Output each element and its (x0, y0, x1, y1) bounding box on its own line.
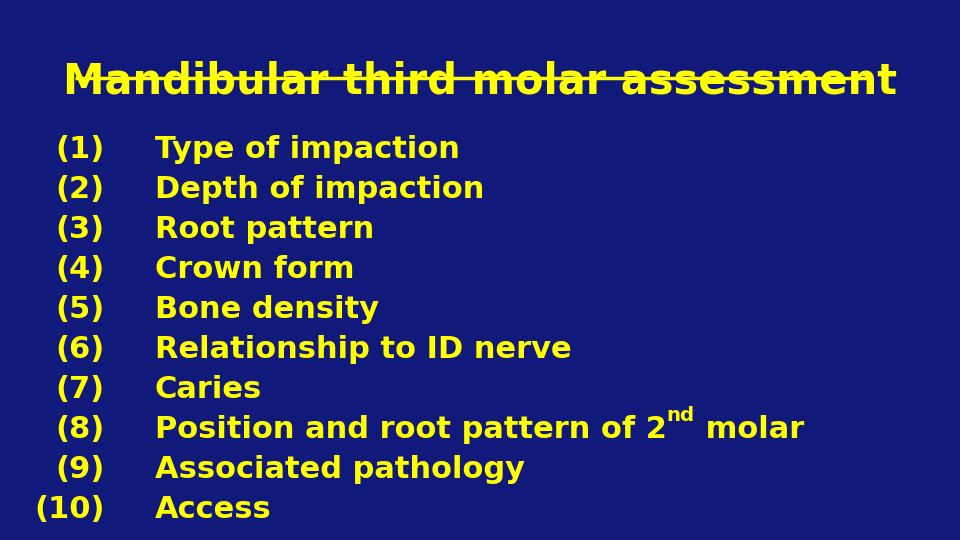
Text: Crown form: Crown form (155, 255, 354, 284)
Text: (5): (5) (56, 295, 105, 324)
Text: Access: Access (155, 495, 272, 524)
Text: Caries: Caries (155, 375, 262, 404)
Text: (3): (3) (56, 215, 105, 244)
Text: Associated pathology: Associated pathology (155, 455, 525, 484)
Text: Mandibular third molar assessment: Mandibular third molar assessment (63, 60, 897, 102)
Text: (7): (7) (56, 375, 105, 404)
Text: Position and root pattern of 2: Position and root pattern of 2 (155, 415, 667, 444)
Text: Depth of impaction: Depth of impaction (155, 175, 485, 204)
Text: (1): (1) (56, 135, 105, 164)
Text: Root pattern: Root pattern (155, 215, 374, 244)
Text: (4): (4) (56, 255, 105, 284)
Text: (6): (6) (56, 335, 105, 364)
Text: (9): (9) (56, 455, 105, 484)
Text: nd: nd (667, 406, 695, 426)
Text: (2): (2) (56, 175, 105, 204)
Text: (8): (8) (56, 415, 105, 444)
Text: (10): (10) (35, 495, 105, 524)
Text: Relationship to ID nerve: Relationship to ID nerve (155, 335, 571, 364)
Text: Bone density: Bone density (155, 295, 379, 324)
Text: Type of impaction: Type of impaction (155, 135, 460, 164)
Text: molar: molar (695, 415, 804, 444)
